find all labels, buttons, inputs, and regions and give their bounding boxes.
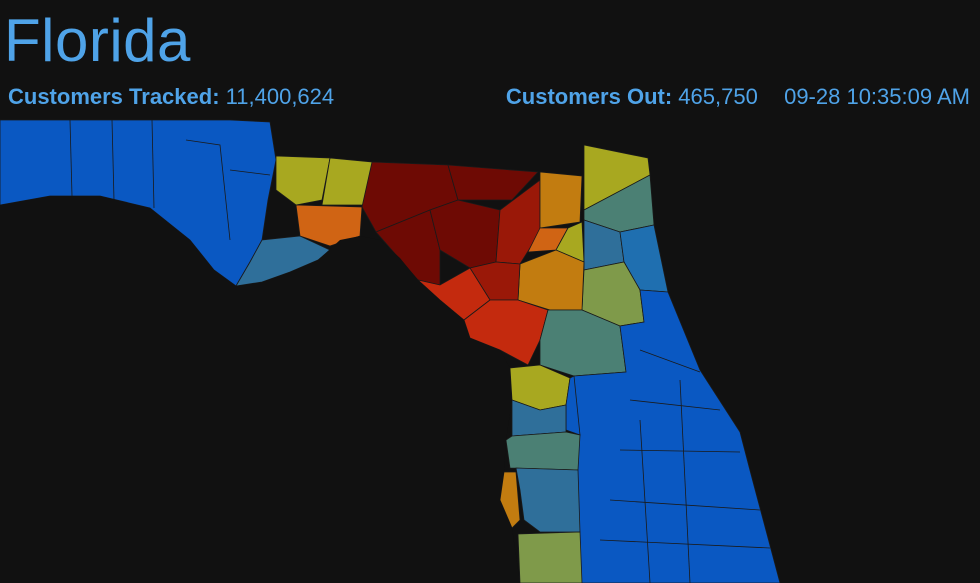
customers-out-value: 465,750 [678,84,758,109]
county-gadsden[interactable] [275,155,331,206]
timestamp: 09-28 10:35:09 AM [784,84,970,109]
customers-out-label: Customers Out: [505,84,673,109]
county-hernando[interactable] [511,399,567,437]
county-hamilton[interactable] [447,164,539,201]
page-title: Florida [4,7,191,74]
county-alachua[interactable] [517,249,585,311]
county-borders [69,119,771,583]
county-sumter[interactable] [565,375,581,436]
county-baker[interactable] [539,171,583,229]
county-hillsborough[interactable] [515,467,581,533]
customers-tracked-value: 11,400,624 [225,84,335,109]
customers-out: Customers Out: 465,750 09-28 10:35:09 AM [506,84,970,110]
county-pasco[interactable] [505,431,581,471]
customers-tracked: Customers Tracked: 11,400,624 [8,84,334,110]
customers-tracked-label: Customers Tracked: [8,84,220,109]
stats-bar: Customers Tracked: 11,400,624 Customers … [0,84,980,112]
gulf-of-mexico [0,196,520,583]
county-manatee[interactable] [517,531,583,583]
county-suwannee[interactable] [429,199,501,269]
